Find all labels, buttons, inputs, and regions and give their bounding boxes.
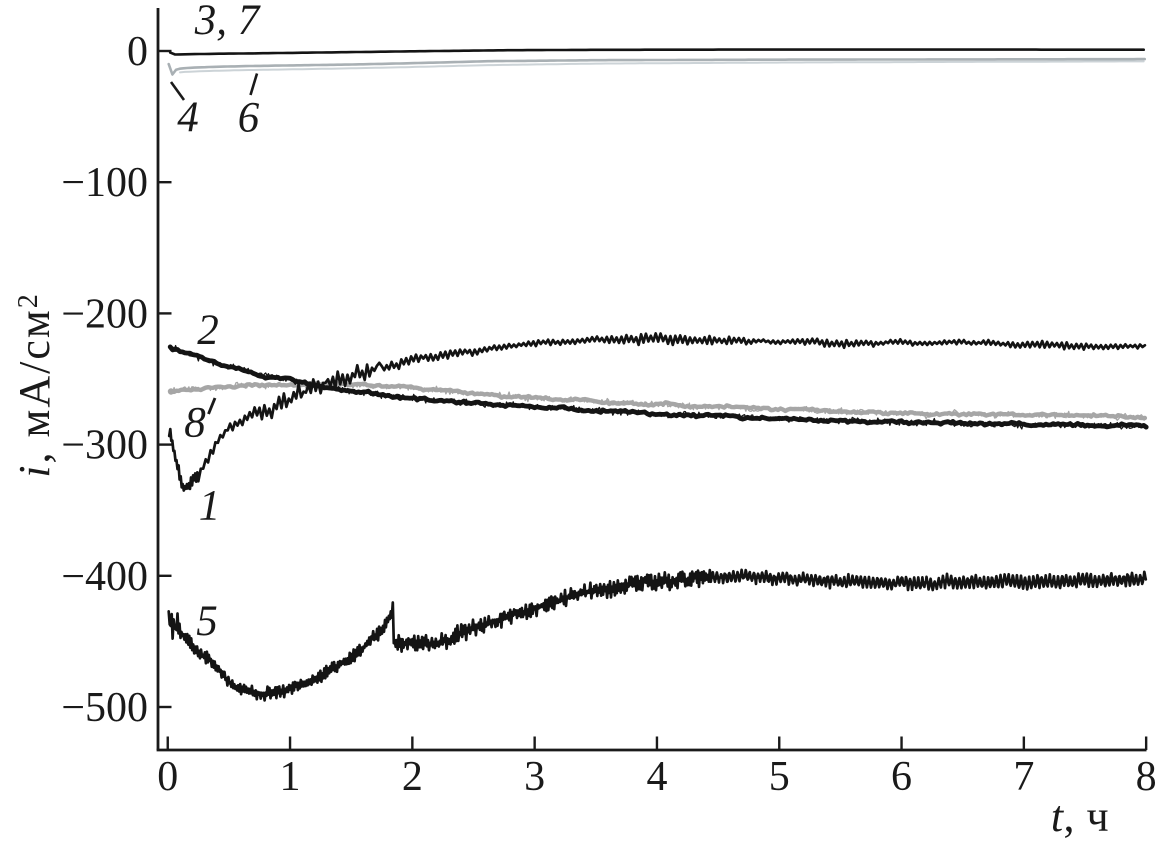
svg-text:5: 5 [196,598,218,645]
svg-text:3, 7: 3, 7 [194,0,261,44]
svg-text:i, мА/см2: i, мА/см2 [10,292,59,477]
svg-text:8: 8 [184,400,206,447]
svg-text:7: 7 [1013,754,1034,800]
svg-text:2: 2 [197,307,219,354]
svg-text:1: 1 [199,483,221,530]
svg-text:−200: −200 [61,291,148,337]
svg-text:8: 8 [1136,754,1156,800]
svg-text:0: 0 [127,29,148,75]
svg-text:4: 4 [177,94,199,141]
svg-text:t, ч: t, ч [1051,792,1109,841]
svg-text:2: 2 [402,754,423,800]
svg-text:3: 3 [524,754,545,800]
svg-text:−400: −400 [61,554,148,600]
svg-text:1: 1 [280,754,301,800]
svg-text:6: 6 [238,95,260,142]
svg-text:5: 5 [769,754,790,800]
svg-text:4: 4 [646,754,667,800]
svg-text:6: 6 [891,754,912,800]
svg-text:−300: −300 [61,423,148,469]
svg-text:0: 0 [157,754,178,800]
svg-text:−500: −500 [61,685,148,731]
svg-text:−100: −100 [61,160,148,206]
